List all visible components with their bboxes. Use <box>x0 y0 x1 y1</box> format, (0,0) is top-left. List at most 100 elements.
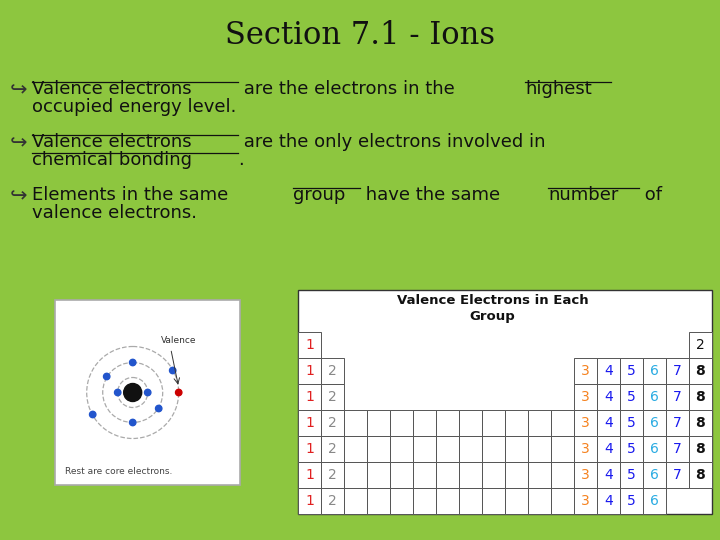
Bar <box>666 462 689 488</box>
Text: valence electrons.: valence electrons. <box>32 204 197 222</box>
Text: 5: 5 <box>627 364 636 378</box>
Text: 7: 7 <box>673 364 682 378</box>
Bar <box>321 384 344 410</box>
Text: 2: 2 <box>328 416 337 430</box>
Text: 1: 1 <box>305 390 314 404</box>
Bar <box>528 410 551 436</box>
Text: are the electrons in the: are the electrons in the <box>238 80 461 98</box>
Bar <box>505 462 528 488</box>
Bar <box>689 358 712 384</box>
Bar <box>436 410 459 436</box>
Bar <box>620 488 643 514</box>
Circle shape <box>145 389 151 396</box>
Bar <box>459 436 482 462</box>
Text: 1: 1 <box>305 338 314 352</box>
Text: 4: 4 <box>604 494 613 508</box>
Text: 5: 5 <box>627 442 636 456</box>
FancyBboxPatch shape <box>55 300 240 485</box>
Bar <box>574 462 597 488</box>
Text: 4: 4 <box>604 390 613 404</box>
Bar <box>689 384 712 410</box>
Bar <box>643 384 666 410</box>
Text: 6: 6 <box>650 442 659 456</box>
Text: 6: 6 <box>650 390 659 404</box>
Text: 8: 8 <box>696 416 706 430</box>
Text: 8: 8 <box>696 442 706 456</box>
Bar <box>689 462 712 488</box>
Text: 8: 8 <box>696 468 706 482</box>
Text: 3: 3 <box>581 390 590 404</box>
Circle shape <box>89 411 96 418</box>
Text: 8: 8 <box>696 390 706 404</box>
Bar <box>298 436 321 462</box>
Bar <box>390 488 413 514</box>
Circle shape <box>130 419 136 426</box>
Text: .: . <box>238 151 244 169</box>
Text: 6: 6 <box>650 468 659 482</box>
Bar <box>298 358 321 384</box>
Text: 5: 5 <box>627 468 636 482</box>
Text: chemical bonding: chemical bonding <box>32 151 192 169</box>
Bar <box>344 410 367 436</box>
Text: 1: 1 <box>305 494 314 508</box>
Bar <box>620 410 643 436</box>
Text: 3: 3 <box>581 442 590 456</box>
Bar <box>459 410 482 436</box>
Circle shape <box>176 389 182 396</box>
Bar <box>597 358 620 384</box>
Text: ↪: ↪ <box>10 80 27 100</box>
Bar <box>620 462 643 488</box>
Text: 7: 7 <box>673 390 682 404</box>
Bar <box>344 462 367 488</box>
Bar <box>436 488 459 514</box>
Circle shape <box>169 367 176 374</box>
Bar <box>528 462 551 488</box>
Bar <box>436 462 459 488</box>
Circle shape <box>114 389 121 396</box>
Text: 3: 3 <box>581 494 590 508</box>
Bar <box>344 488 367 514</box>
Text: 7: 7 <box>673 442 682 456</box>
Text: 5: 5 <box>627 416 636 430</box>
Text: 8: 8 <box>696 364 706 378</box>
Circle shape <box>156 406 162 411</box>
Text: 7: 7 <box>673 416 682 430</box>
Text: 6: 6 <box>650 494 659 508</box>
Bar <box>666 384 689 410</box>
Bar <box>413 488 436 514</box>
Text: number: number <box>549 186 618 204</box>
Bar <box>551 410 574 436</box>
Bar <box>367 488 390 514</box>
Bar <box>321 358 344 384</box>
Bar <box>597 488 620 514</box>
Bar <box>482 488 505 514</box>
Text: Valence Electrons in Each
Group: Valence Electrons in Each Group <box>397 294 588 323</box>
Bar <box>344 436 367 462</box>
Bar <box>321 436 344 462</box>
Text: ↪: ↪ <box>10 133 27 153</box>
Text: 1: 1 <box>305 442 314 456</box>
Bar <box>643 410 666 436</box>
Bar <box>574 436 597 462</box>
Text: 2: 2 <box>328 442 337 456</box>
Bar <box>666 410 689 436</box>
Bar <box>643 436 666 462</box>
Text: highest: highest <box>525 80 592 98</box>
Bar <box>505 410 528 436</box>
Bar <box>551 488 574 514</box>
Text: are the only electrons involved in: are the only electrons involved in <box>238 133 546 151</box>
Text: group: group <box>292 186 345 204</box>
Text: 4: 4 <box>604 416 613 430</box>
Bar <box>574 358 597 384</box>
Text: 1: 1 <box>305 416 314 430</box>
Bar <box>321 410 344 436</box>
Bar <box>298 462 321 488</box>
Text: 2: 2 <box>328 390 337 404</box>
Bar <box>459 462 482 488</box>
Bar <box>367 462 390 488</box>
Text: ↪: ↪ <box>10 186 27 206</box>
Text: Valence: Valence <box>161 336 196 345</box>
Bar <box>482 436 505 462</box>
Text: 2: 2 <box>696 338 705 352</box>
Text: 5: 5 <box>627 390 636 404</box>
